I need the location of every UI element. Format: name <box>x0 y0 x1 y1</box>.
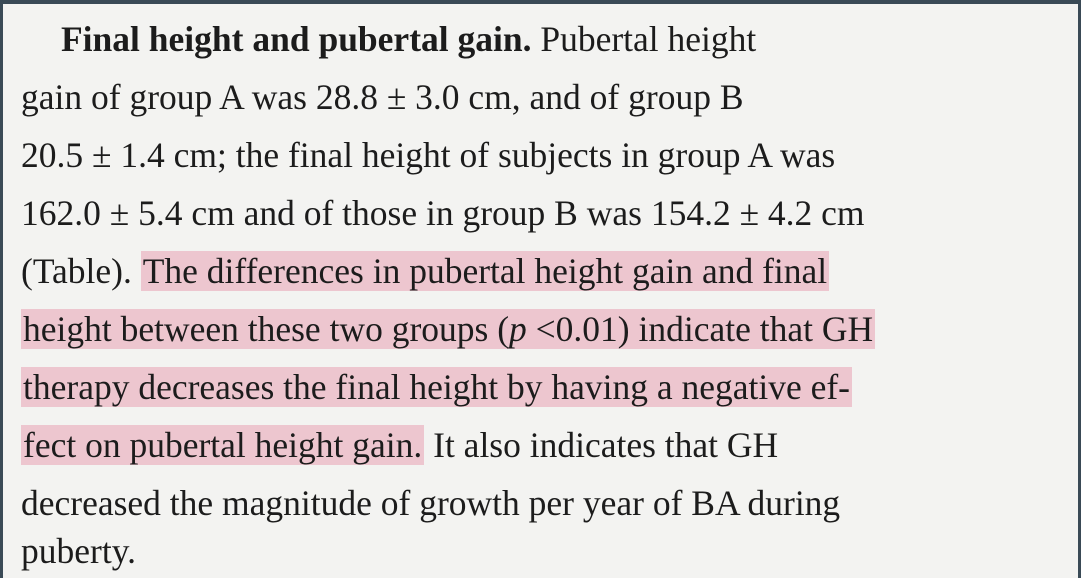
text-segment: <0.01) indicate that GH <box>526 309 874 349</box>
text-line: fect on pubertal height gain. It also in… <box>21 418 778 472</box>
text-line: 162.0 ± 5.4 cm and of those in group B w… <box>21 186 865 240</box>
highlighted-text: height between these two groups (p <0.01… <box>21 309 876 349</box>
text-segment: (Table). <box>21 251 141 291</box>
text-line: therapy decreases the final height by ha… <box>21 360 852 414</box>
text-line: 20.5 ± 1.4 cm; the final height of subje… <box>21 128 835 182</box>
text-line: puberty. <box>21 524 136 578</box>
highlighted-text: The differences in pubertal height gain … <box>140 251 830 291</box>
highlighted-text: therapy decreases the final height by ha… <box>21 367 852 407</box>
text-segment: gain of group A was 28.8 ± 3.0 cm, and o… <box>21 77 744 117</box>
highlighted-text: fect on pubertal height gain. <box>21 425 425 465</box>
section-heading: Final height and pubertal gain. <box>61 19 532 59</box>
text-segment: 162.0 ± 5.4 cm and of those in group B w… <box>21 193 865 233</box>
text-segment: height between these two groups ( <box>23 309 510 349</box>
text-segment: puberty. <box>21 531 137 571</box>
text-line: gain of group A was 28.8 ± 3.0 cm, and o… <box>21 70 744 124</box>
text-line: (Table). The differences in pubertal hei… <box>21 244 830 298</box>
text-segment: 20.5 ± 1.4 cm; the final height of subje… <box>21 135 836 175</box>
text-segment: Pubertal height <box>540 19 757 59</box>
p-value-symbol: p <box>509 309 527 349</box>
text-segment: It also indicates that GH <box>424 425 779 465</box>
text-segment: decreased the magnitude of growth per ye… <box>21 483 841 523</box>
text-line: height between these two groups (p <0.01… <box>21 302 876 356</box>
text-line: Final height and pubertal gain. Pubertal… <box>61 12 1061 66</box>
text-line: decreased the magnitude of growth per ye… <box>21 476 840 530</box>
